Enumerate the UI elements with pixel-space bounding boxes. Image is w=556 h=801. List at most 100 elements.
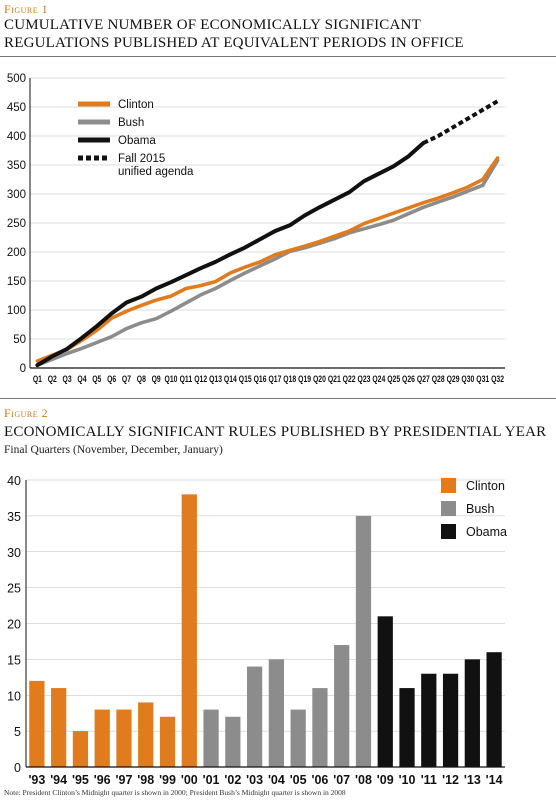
x-tick-group: Q22: [343, 374, 356, 384]
x-tick-label: Q20: [313, 374, 326, 384]
x-tick-label: Q30: [461, 374, 474, 384]
x-tick-label: Q22: [343, 374, 356, 384]
x-tick-label: '06: [311, 773, 328, 787]
x-tick-group: Q9: [152, 374, 161, 384]
figure2-title: ECONOMICALLY SIGNIFICANT RULES PUBLISHED…: [4, 424, 547, 440]
x-tick-group: Q32: [491, 374, 504, 384]
series-line-obama: [35, 141, 426, 368]
legend-swatch: [441, 524, 456, 539]
legend-label: Bush: [118, 117, 144, 129]
x-tick-label: '96: [94, 773, 111, 787]
x-tick-label: '10: [399, 773, 416, 787]
series-line-fall-2015-unified-agenda: [422, 99, 499, 145]
x-tick-label: Q25: [387, 374, 400, 384]
y-tick-label: 150: [7, 276, 26, 288]
x-tick-label: '94: [50, 773, 67, 787]
x-tick-label: Q26: [402, 374, 415, 384]
x-tick-label: Q16: [254, 374, 267, 384]
x-tick-group: Q17: [268, 374, 281, 384]
y-tick-label: 300: [7, 189, 26, 201]
line-chart: 0 50 100 150 200 250 300 350 400 450 500 Q1 Q2 Q3 Q4 Q5…: [7, 73, 505, 384]
y-tick-label: 20: [7, 618, 21, 632]
y-tick-label: 250: [7, 218, 26, 230]
x-tick-group: Q2: [48, 374, 57, 384]
x-tick-label: Q21: [328, 374, 341, 384]
bar-obama: [464, 659, 480, 767]
legend-label: Fall 2015: [118, 153, 165, 165]
x-tick-label: '93: [28, 773, 45, 787]
series-line-bush: [35, 158, 500, 367]
bar-clinton: [51, 688, 67, 767]
x-tick-label: Q12: [194, 374, 207, 384]
bar-obama: [421, 673, 437, 767]
x-tick-group: Q28: [432, 374, 445, 384]
x-tick-label: '05: [290, 773, 307, 787]
legend-label: Clinton: [466, 479, 505, 493]
x-tick-label: Q19: [298, 374, 311, 384]
x-tick-group: Q18: [283, 374, 296, 384]
x-tick-label: '98: [137, 773, 154, 787]
x-tick-label: Q6: [107, 374, 116, 384]
bar-chart: 0 5 10 15 20 25 30 35 40 '93 '94 '95 '96 '97 '98 '99 '00…: [7, 474, 507, 787]
x-tick-label: Q23: [358, 374, 371, 384]
legend-label: Obama: [466, 525, 507, 539]
x-tick-group: Q31: [476, 374, 489, 384]
x-tick-group: Q27: [417, 374, 430, 384]
x-tick-group: Q20: [313, 374, 326, 384]
x-tick-group: Q21: [328, 374, 341, 384]
x-tick-group: Q3: [63, 374, 72, 384]
bar-bush: [290, 709, 306, 767]
x-tick-group: Q10: [165, 374, 178, 384]
x-tick-group: Q5: [92, 374, 101, 384]
x-tick-group: Q26: [402, 374, 415, 384]
bar-clinton: [159, 716, 176, 767]
x-tick-label: Q11: [180, 374, 193, 384]
y-tick-label: 15: [7, 653, 21, 667]
x-tick-label: Q10: [165, 374, 178, 384]
x-tick-label: Q13: [209, 374, 222, 384]
bar-bush: [203, 709, 219, 767]
x-tick-label: '99: [159, 773, 176, 787]
figure2-label: Figure 2: [4, 406, 49, 420]
x-tick-label: Q24: [372, 374, 385, 384]
y-tick-label: 35: [7, 510, 21, 524]
bar-clinton: [116, 709, 132, 767]
x-tick-label: '02: [224, 773, 241, 787]
y-tick-label: 50: [13, 334, 26, 346]
bar-obama: [399, 688, 415, 767]
x-tick-label: '04: [268, 773, 285, 787]
x-tick-label: '97: [116, 773, 133, 787]
x-tick-label: Q2: [48, 374, 57, 384]
x-tick-label: '08: [355, 773, 372, 787]
x-tick-label: Q17: [268, 374, 281, 384]
y-tick-label: 500: [7, 73, 26, 85]
bar-obama: [377, 616, 393, 767]
x-tick-label: Q27: [417, 374, 430, 384]
x-tick-group: Q23: [358, 374, 371, 384]
x-tick-group: Q19: [298, 374, 311, 384]
x-tick-group: Q11: [180, 374, 193, 384]
y-tick-label: 450: [7, 102, 26, 114]
bar-obama: [442, 673, 459, 767]
bar-clinton: [29, 680, 45, 767]
y-tick-label: 400: [7, 131, 26, 143]
bar-bush: [334, 645, 350, 767]
bar-bush: [225, 716, 241, 767]
bar-bush: [268, 659, 285, 767]
figure2-rule: [0, 398, 556, 399]
x-tick-label: Q32: [491, 374, 504, 384]
x-tick-group: Q4: [77, 374, 86, 384]
legend-label: Clinton: [118, 99, 154, 111]
bar-clinton: [72, 731, 89, 767]
series-line-clinton: [35, 156, 500, 363]
x-tick-label: Q9: [152, 374, 161, 384]
x-tick-group: Q24: [372, 374, 385, 384]
y-tick-label: 30: [7, 546, 21, 560]
x-tick-group: Q29: [447, 374, 460, 384]
x-tick-label: Q15: [239, 374, 252, 384]
y-tick-label: 0: [20, 363, 26, 375]
legend-label: Obama: [118, 135, 156, 147]
y-tick-label: 5: [14, 725, 21, 739]
legend-swatch: [441, 478, 456, 493]
bar-bush: [355, 515, 372, 767]
